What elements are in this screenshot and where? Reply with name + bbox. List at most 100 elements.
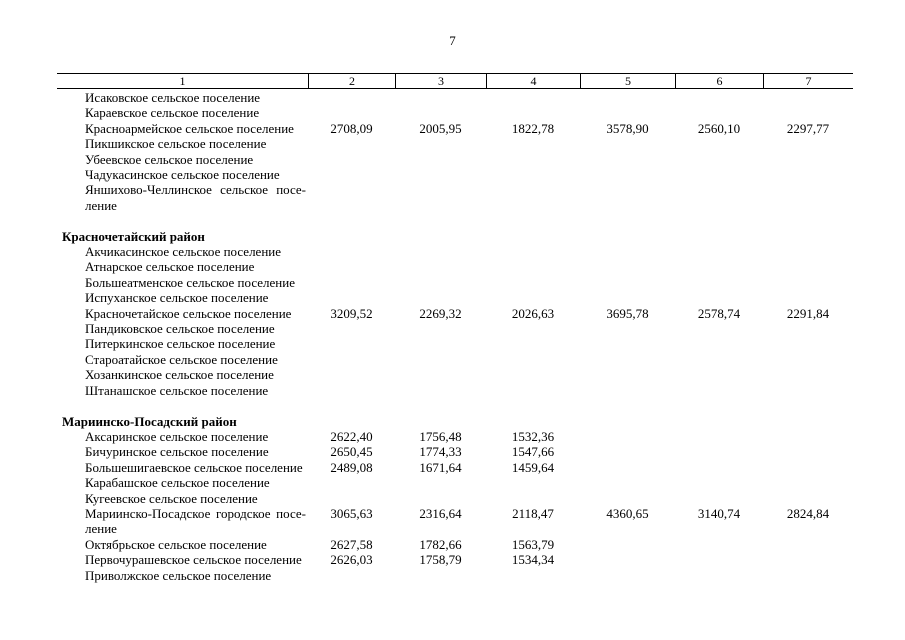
table-row: Мариинско-Посадское городское посе-ление… <box>57 506 853 537</box>
settlement-name: Аксаринское сельское поселение <box>85 428 269 444</box>
settlement-name-cell: Приволжское сельское поселение <box>57 568 308 583</box>
table-row: Убеевское сельское поселение <box>57 152 853 167</box>
table-row: Аксаринское сельское поселение 2622,40 175… <box>57 429 853 444</box>
settlement-name-cell: Акчикасинское сельское поселение <box>57 244 308 259</box>
group-spacer <box>57 398 853 413</box>
header-cell-5: 5 <box>580 74 675 88</box>
settlement-name-cell: Красночетайское сельское поселение <box>57 306 308 321</box>
value-cell-col-2: 3209,52 <box>330 305 373 321</box>
settlement-name-cell: Карабашское сельское поселение <box>57 475 308 490</box>
settlement-name-cell: Кугеевское сельское поселение <box>57 491 308 506</box>
table-row: Первочурашевское сельское поселение 2626,… <box>57 552 853 567</box>
settlement-name-line-2: ление <box>85 197 117 213</box>
value-cell-col-4: 1822,78 <box>511 120 555 136</box>
settlement-name: Кугеевское сельское поселение <box>85 490 258 506</box>
settlement-name-cell: Испуханское сельское поселение <box>57 290 308 305</box>
table-row: Чадукасинское сельское поселение <box>57 167 853 182</box>
table-row: Кугеевское сельское поселение <box>57 491 853 506</box>
header-cell-7: 7 <box>763 74 853 88</box>
value-cell-col-4: 1547,66 <box>511 444 555 460</box>
header-cell-4: 4 <box>486 74 580 88</box>
settlement-name-cell: Большеатменское сельское поселение <box>57 275 308 290</box>
settlement-name-line-1: Яншихово-Челлинское сельское посе- <box>85 182 306 198</box>
settlement-name: Хозанкинское сельское поселение <box>85 367 274 383</box>
settlement-name-cell: Староатайское сельское поселение <box>57 352 308 367</box>
value-cell-col-2: 2627,58 <box>330 536 373 552</box>
value-cell-col-2: 2626,03 <box>330 552 373 568</box>
table-row: Большешигаевское сельское поселение 2489,… <box>57 460 853 475</box>
value-cell-col-3: 1782,66 <box>419 536 462 552</box>
header-cell-2: 2 <box>308 74 395 88</box>
settlement-name: Питеркинское сельское поселение <box>85 336 276 352</box>
value-cell-col-3: 1758,79 <box>419 552 462 568</box>
settlement-name: Приволжское сельское поселение <box>85 567 272 583</box>
value-cell-col-6: 2560,10 <box>697 120 741 136</box>
value-cell-col-7: 2291,84 <box>786 305 830 321</box>
value-cell-col-4: 1534,34 <box>511 552 555 568</box>
settlement-name-cell: Мариинско-Посадское городское посе-ление <box>57 506 308 537</box>
table-row: Приволжское сельское поселение <box>57 568 853 583</box>
table-row: Бичуринское сельское поселение 2650,45 177… <box>57 444 853 459</box>
value-cell-col-7: 2297,77 <box>786 120 830 136</box>
value-cell-col-2: 2650,45 <box>330 444 373 460</box>
settlement-name: Чадукасинское сельское поселение <box>85 167 280 183</box>
value-cell-col-4: 2026,63 <box>511 305 555 321</box>
settlement-name: Большеатменское сельское поселение <box>85 274 295 290</box>
settlement-name-cell: Красноармейское сельское поселение <box>57 121 308 136</box>
district-heading-row: Мариинско-Посадский район <box>57 414 853 429</box>
settlement-name: Атнарское сельское поселение <box>85 259 255 275</box>
settlement-name: Красночетайское сельское поселение <box>85 305 292 321</box>
value-cell-col-3: 1671,64 <box>419 459 462 475</box>
table-body: Исаковское сельское поселение Караевское … <box>57 89 853 583</box>
value-cell-col-7: 2824,84 <box>786 505 830 521</box>
value-cell-col-5: 4360,65 <box>606 505 649 521</box>
table-row: Атнарское сельское поселение <box>57 259 853 274</box>
settlement-name-cell: Исаковское сельское поселение <box>57 90 308 105</box>
settlement-name: Первочурашевское сельское поселение <box>85 552 302 568</box>
value-cell-col-3: 1774,33 <box>419 444 462 460</box>
settlement-name: Штанашское сельское поселение <box>85 382 269 398</box>
settlement-name-cell: Чадукасинское сельское поселение <box>57 167 308 182</box>
table-row: Большеатменское сельское поселение <box>57 275 853 290</box>
value-cell-col-3: 2316,64 <box>419 505 462 521</box>
value-cell-col-4: 1532,36 <box>511 428 555 444</box>
settlement-name-cell: Бичуринское сельское поселение <box>57 444 308 459</box>
value-cell-col-2: 2708,09 <box>330 120 373 136</box>
header-cell-3: 3 <box>395 74 486 88</box>
value-cell-col-5: 3695,78 <box>606 305 649 321</box>
value-cell-col-3: 2269,32 <box>419 305 462 321</box>
value-cell-col-3: 1756,48 <box>419 428 462 444</box>
settlement-name: Октябрьское сельское поселение <box>85 536 267 552</box>
district-heading: Красночетайский район <box>62 228 205 244</box>
settlement-name: Бичуринское сельское поселение <box>85 444 269 460</box>
settlement-name-cell: Питеркинское сельское поселение <box>57 336 308 351</box>
value-cell-col-4: 1563,79 <box>511 536 555 552</box>
table-row: Питеркинское сельское поселение <box>57 336 853 351</box>
table-row: Яншихово-Челлинское сельское посе-ление <box>57 182 853 213</box>
table-row: Штанашское сельское поселение <box>57 383 853 398</box>
settlement-name: Убеевское сельское поселение <box>85 151 254 167</box>
table-row: Октябрьское сельское поселение 2627,58 178… <box>57 537 853 552</box>
settlement-name: Красноармейское сельское поселение <box>85 120 294 136</box>
value-cell-col-4: 2118,47 <box>512 505 554 521</box>
table-row: Красноармейское сельское поселение 2708,0… <box>57 121 853 136</box>
settlement-name-cell: Первочурашевское сельское поселение <box>57 552 308 567</box>
table-row: Пикшикское сельское поселение <box>57 136 853 151</box>
settlement-name-cell: Хозанкинское сельское поселение <box>57 367 308 382</box>
district-heading-row: Красночетайский район <box>57 229 853 244</box>
settlement-name: Староатайское сельское поселение <box>85 351 278 367</box>
settlement-name-cell: Большешигаевское сельское поселение <box>57 460 308 475</box>
value-cell-col-6: 2578,74 <box>697 305 741 321</box>
settlement-name-cell: Октябрьское сельское поселение <box>57 537 308 552</box>
settlement-name-cell: Караевское сельское поселение <box>57 105 308 120</box>
settlement-name-cell: Убеевское сельское поселение <box>57 152 308 167</box>
value-cell-col-6: 3140,74 <box>697 505 741 521</box>
value-cell-col-4: 1459,64 <box>511 459 555 475</box>
settlement-name-cell: Штанашское сельское поселение <box>57 383 308 398</box>
district-heading: Мариинско-Посадский район <box>62 413 237 429</box>
table-row: Испуханское сельское поселение <box>57 290 853 305</box>
table-row: Карабашское сельское поселение <box>57 475 853 490</box>
settlement-name-line-2: ление <box>85 521 117 537</box>
header-cell-1: 1 <box>179 74 186 88</box>
settlement-name: Пандиковское сельское поселение <box>85 321 275 337</box>
